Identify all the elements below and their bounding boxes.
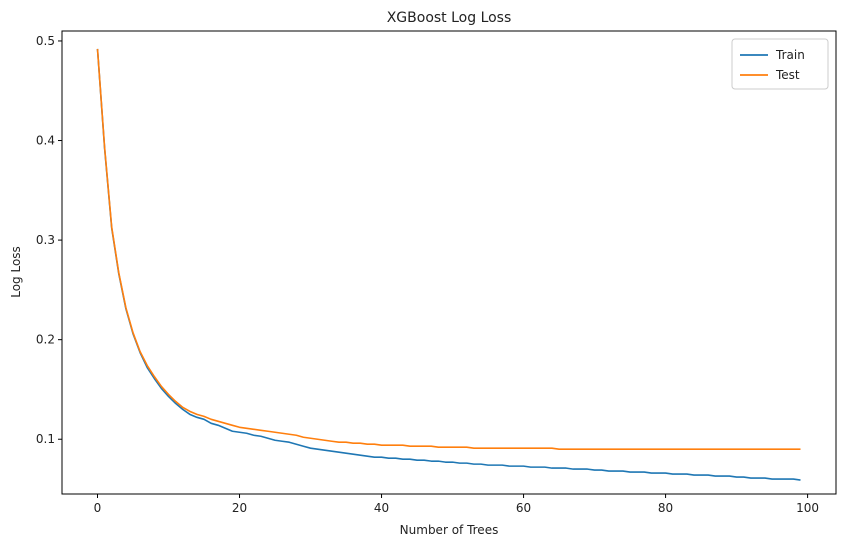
x-tick-label: 100 — [796, 501, 819, 515]
x-tick-label: 40 — [374, 501, 389, 515]
series-line-train — [96, 48, 801, 481]
legend-box — [731, 38, 829, 90]
y-tick-label: 0.3 — [36, 233, 55, 247]
chart-title: XGBoost Log Loss — [387, 10, 512, 26]
axes-frame — [61, 30, 837, 495]
x-tick-label: 60 — [516, 501, 531, 515]
legend: Train Test — [731, 38, 829, 90]
y-tick-label: 0.5 — [36, 34, 55, 48]
x-tick-label: 80 — [658, 501, 673, 515]
x-axis-label: Number of Trees — [400, 523, 499, 537]
y-tick-label: 0.1 — [36, 432, 55, 446]
x-tick-label: 0 — [94, 501, 102, 515]
legend-label-test: Test — [775, 68, 800, 82]
y-tick-label: 0.4 — [36, 134, 55, 148]
y-axis-label: Log Loss — [9, 246, 23, 298]
x-tick-label: 20 — [232, 501, 247, 515]
legend-label-train: Train — [775, 48, 805, 62]
plot-area — [96, 48, 801, 481]
axes: 0 20 40 60 80 100 0.1 0.2 0.3 0.4 0.5 — [36, 30, 837, 515]
series-line-test — [96, 48, 801, 450]
y-tick-label: 0.2 — [36, 333, 55, 347]
